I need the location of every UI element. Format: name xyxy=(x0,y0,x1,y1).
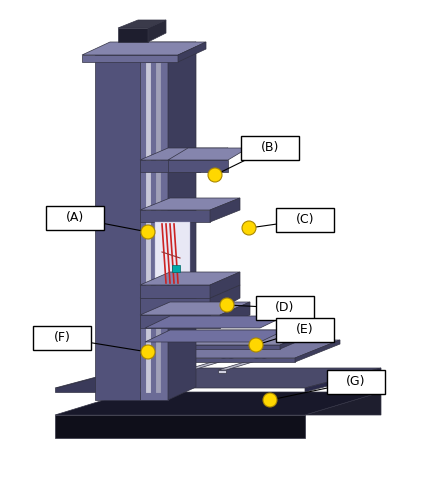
Polygon shape xyxy=(82,42,206,55)
Polygon shape xyxy=(55,368,381,388)
Text: (E): (E) xyxy=(296,324,314,336)
FancyBboxPatch shape xyxy=(276,318,334,342)
Polygon shape xyxy=(210,198,240,222)
Polygon shape xyxy=(140,302,250,315)
Circle shape xyxy=(141,225,155,239)
Polygon shape xyxy=(305,368,381,392)
Polygon shape xyxy=(145,330,285,342)
FancyBboxPatch shape xyxy=(33,326,91,350)
Polygon shape xyxy=(160,330,315,345)
Polygon shape xyxy=(145,358,295,362)
FancyBboxPatch shape xyxy=(327,370,385,394)
Polygon shape xyxy=(220,302,250,328)
Polygon shape xyxy=(168,160,228,172)
Polygon shape xyxy=(295,340,340,362)
Polygon shape xyxy=(95,55,140,400)
Polygon shape xyxy=(178,42,206,62)
Circle shape xyxy=(242,221,256,235)
Polygon shape xyxy=(148,20,166,42)
Text: (C): (C) xyxy=(296,214,314,226)
Polygon shape xyxy=(55,392,381,415)
Polygon shape xyxy=(140,272,240,285)
FancyBboxPatch shape xyxy=(241,136,299,160)
Circle shape xyxy=(263,393,277,407)
FancyBboxPatch shape xyxy=(46,206,104,230)
Polygon shape xyxy=(145,340,340,358)
Circle shape xyxy=(141,345,155,359)
Polygon shape xyxy=(82,55,178,62)
Circle shape xyxy=(208,168,222,182)
Polygon shape xyxy=(55,368,130,392)
Polygon shape xyxy=(95,42,196,55)
FancyBboxPatch shape xyxy=(256,296,314,320)
Polygon shape xyxy=(140,55,168,400)
Polygon shape xyxy=(140,315,220,328)
Circle shape xyxy=(220,298,234,312)
Text: (G): (G) xyxy=(346,376,366,388)
Polygon shape xyxy=(118,20,166,28)
Polygon shape xyxy=(140,285,210,298)
Text: (D): (D) xyxy=(275,302,295,314)
Polygon shape xyxy=(118,28,148,42)
Polygon shape xyxy=(140,198,240,210)
Polygon shape xyxy=(305,392,381,415)
Polygon shape xyxy=(200,148,228,172)
Polygon shape xyxy=(140,298,210,315)
Text: (A): (A) xyxy=(66,212,84,224)
FancyBboxPatch shape xyxy=(276,208,334,232)
Polygon shape xyxy=(145,316,285,328)
Polygon shape xyxy=(185,352,253,370)
Polygon shape xyxy=(140,160,200,172)
Text: (F): (F) xyxy=(53,332,70,344)
Polygon shape xyxy=(155,222,190,285)
Text: (B): (B) xyxy=(261,142,279,154)
Polygon shape xyxy=(218,352,286,370)
Polygon shape xyxy=(140,285,240,298)
Polygon shape xyxy=(280,330,315,349)
Polygon shape xyxy=(172,265,180,272)
Circle shape xyxy=(249,338,263,352)
Polygon shape xyxy=(168,42,196,400)
Polygon shape xyxy=(210,272,240,298)
Polygon shape xyxy=(218,370,226,373)
Polygon shape xyxy=(140,148,228,160)
Polygon shape xyxy=(140,210,210,222)
Polygon shape xyxy=(55,415,305,438)
Polygon shape xyxy=(168,148,248,160)
Polygon shape xyxy=(210,285,240,315)
Polygon shape xyxy=(185,370,193,373)
Polygon shape xyxy=(160,345,280,349)
